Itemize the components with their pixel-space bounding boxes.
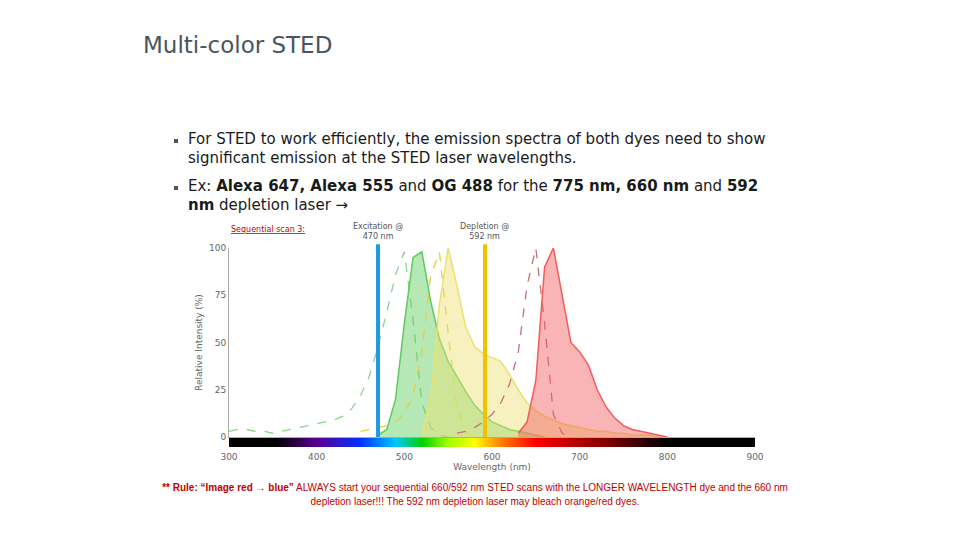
svg-text:100: 100 xyxy=(209,243,226,253)
svg-text:50: 50 xyxy=(215,338,227,348)
svg-text:Sequential scan 3:: Sequential scan 3: xyxy=(231,225,305,234)
svg-text:Relative Intensity (%): Relative Intensity (%) xyxy=(194,294,204,391)
svg-text:25: 25 xyxy=(215,385,226,395)
svg-text:75: 75 xyxy=(215,290,226,300)
html-text:Ex: Alexa 647, Alexa 555 and O: Ex: Alexa 647, Alexa 555 and OG 488 for … xyxy=(188,177,759,214)
svg-text:600: 600 xyxy=(483,452,500,462)
svg-text:700: 700 xyxy=(571,452,588,462)
svg-text:Wavelength (nm): Wavelength (nm) xyxy=(453,462,531,472)
svg-text:Depletion @592 nm: Depletion @592 nm xyxy=(460,222,509,241)
svg-text:500: 500 xyxy=(396,452,413,462)
svg-text:400: 400 xyxy=(308,452,325,462)
svg-text:800: 800 xyxy=(659,452,676,462)
svg-text:0: 0 xyxy=(220,432,226,442)
svg-text:300: 300 xyxy=(220,452,237,462)
html-text:Multi-color STED: Multi-color STED xyxy=(143,32,333,58)
svg-text:Excitation @470 nm: Excitation @470 nm xyxy=(353,222,403,241)
html-text:** Rule: “Image red → blue” AL: ** Rule: “Image red → blue” ALWAYS start… xyxy=(162,482,788,507)
html-text:For STED to work efficiently,: For STED to work efficiently, the emissi… xyxy=(188,130,766,167)
svg-text:900: 900 xyxy=(746,452,763,462)
